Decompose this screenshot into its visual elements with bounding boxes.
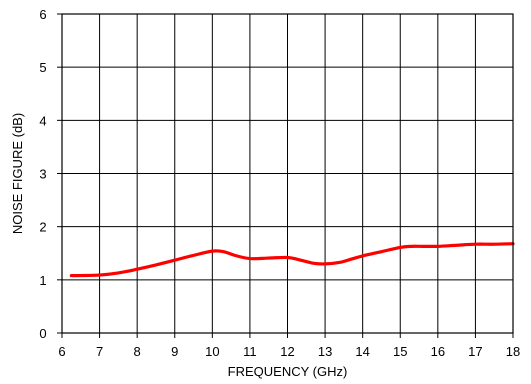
x-axis-label: FREQUENCY (GHz) (228, 364, 348, 379)
y-tick-label: 3 (39, 167, 46, 182)
y-tick-label: 0 (39, 326, 46, 341)
y-tick-label: 6 (39, 7, 46, 22)
y-tick-label: 2 (39, 220, 46, 235)
x-tick-label: 10 (205, 344, 219, 359)
y-tick-label: 1 (39, 273, 46, 288)
y-tick-labels: 0 1 2 3 4 5 6 (39, 7, 62, 341)
x-tick-label: 16 (431, 344, 445, 359)
x-tick-label: 8 (134, 344, 141, 359)
y-tick-label: 5 (39, 60, 46, 75)
x-tick-label: 6 (58, 344, 65, 359)
x-tick-label: 14 (355, 344, 369, 359)
x-tick-label: 13 (318, 344, 332, 359)
y-axis-label: NOISE FIGURE (dB) (10, 113, 25, 234)
y-tick-label: 4 (39, 113, 46, 128)
plot-frame (61, 13, 514, 334)
x-tick-label: 18 (506, 344, 520, 359)
x-tick-label: 11 (243, 344, 257, 359)
x-tick-label: 15 (393, 344, 407, 359)
x-tick-label: 17 (468, 344, 482, 359)
x-tick-label: 12 (280, 344, 294, 359)
grid-lines (61, 13, 514, 334)
x-tick-label: 7 (96, 344, 103, 359)
series-layer (69, 242, 515, 278)
series-line-0 (69, 242, 515, 278)
x-tick-label: 9 (171, 344, 178, 359)
x-tick-labels: 6 7 8 9 10 11 12 13 14 15 16 17 18 (58, 333, 520, 359)
